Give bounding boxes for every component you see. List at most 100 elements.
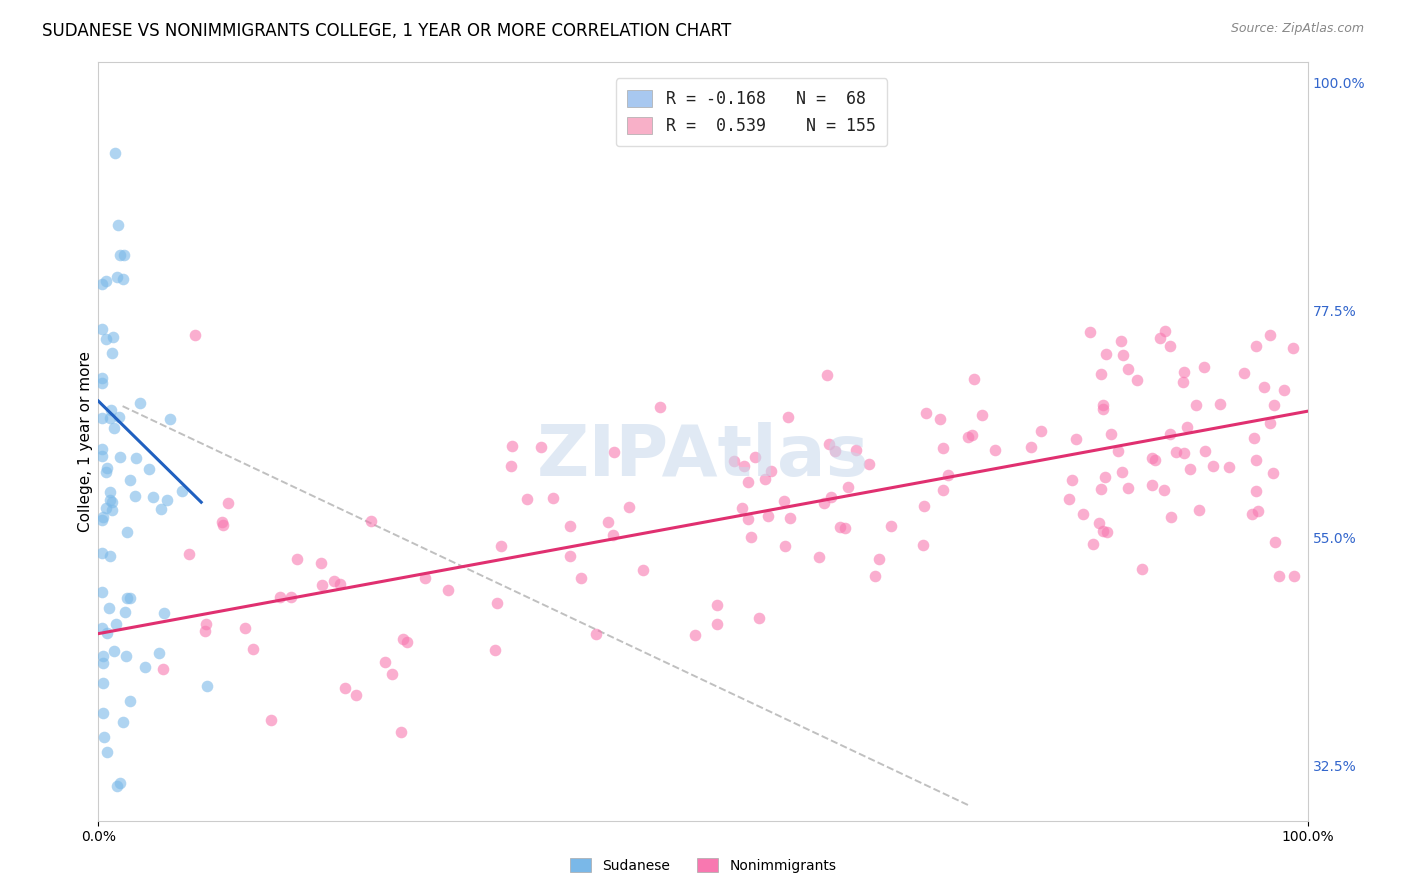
Point [956, 430, 979, 444]
Point [100, 403, 122, 417]
Point [1143, 453, 1166, 467]
Point [1111, 334, 1133, 349]
Point [737, 475, 759, 489]
Point [516, 492, 538, 507]
Point [103, 421, 125, 435]
Point [1090, 482, 1112, 496]
Point [105, 779, 128, 793]
Point [602, 527, 624, 541]
Point [1246, 339, 1268, 353]
Point [1171, 375, 1194, 389]
Point [683, 628, 706, 642]
Point [914, 406, 936, 420]
Point [152, 662, 174, 676]
Point [94, 500, 117, 515]
Point [98, 492, 121, 507]
Point [1241, 507, 1264, 521]
Point [115, 591, 138, 606]
Point [91, 513, 114, 527]
Point [98, 411, 121, 425]
Point [212, 518, 235, 533]
Point [963, 372, 986, 386]
Point [1253, 380, 1275, 394]
Point [112, 714, 135, 729]
Point [152, 607, 174, 621]
Point [170, 484, 193, 499]
Point [104, 617, 127, 632]
Point [110, 450, 132, 464]
Point [569, 571, 592, 585]
Point [1149, 331, 1171, 345]
Point [105, 270, 128, 285]
Point [1092, 524, 1115, 539]
Point [619, 500, 641, 515]
Point [530, 440, 553, 454]
Point [96, 460, 118, 475]
Point [723, 453, 745, 467]
Point [91, 706, 114, 721]
Point [114, 605, 136, 619]
Point [1081, 537, 1104, 551]
Point [880, 519, 903, 533]
Point [820, 490, 842, 504]
Point [96, 745, 118, 759]
Point [1282, 569, 1305, 583]
Point [1099, 426, 1122, 441]
Point [150, 501, 173, 516]
Point [91, 371, 114, 385]
Point [107, 218, 129, 232]
Point [107, 410, 129, 425]
Point [112, 248, 135, 262]
Point [323, 574, 346, 588]
Point [184, 328, 207, 343]
Point [1264, 535, 1286, 549]
Point [193, 624, 215, 638]
Point [858, 457, 880, 471]
Point [101, 503, 124, 517]
Point [1091, 398, 1114, 412]
Point [929, 412, 952, 426]
Point [1095, 524, 1118, 539]
Point [1175, 419, 1198, 434]
Point [931, 442, 953, 456]
Point [1064, 432, 1087, 446]
Point [1080, 325, 1102, 339]
Point [912, 499, 935, 513]
Point [775, 539, 797, 553]
Legend: Sudanese, Nonimmigrants: Sudanese, Nonimmigrants [564, 852, 842, 878]
Point [142, 490, 165, 504]
Point [242, 641, 264, 656]
Point [706, 616, 728, 631]
Point [138, 462, 160, 476]
Point [395, 635, 418, 649]
Point [134, 659, 156, 673]
Point [91, 545, 114, 559]
Point [1247, 503, 1270, 517]
Point [260, 713, 283, 727]
Point [748, 611, 770, 625]
Point [499, 459, 522, 474]
Point [195, 679, 218, 693]
Point [91, 411, 114, 425]
Point [381, 667, 404, 681]
Point [818, 437, 841, 451]
Point [101, 329, 124, 343]
Point [96, 626, 118, 640]
Point [233, 621, 256, 635]
Point [124, 489, 146, 503]
Point [1173, 365, 1195, 379]
Point [1153, 483, 1175, 497]
Point [311, 578, 333, 592]
Point [118, 473, 141, 487]
Text: Source: ZipAtlas.com: Source: ZipAtlas.com [1230, 22, 1364, 36]
Point [389, 724, 412, 739]
Point [91, 376, 114, 391]
Point [114, 649, 136, 664]
Point [585, 627, 607, 641]
Point [1160, 509, 1182, 524]
Point [1261, 466, 1284, 480]
Point [1159, 426, 1181, 441]
Point [1243, 431, 1265, 445]
Point [648, 401, 671, 415]
Point [744, 450, 766, 465]
